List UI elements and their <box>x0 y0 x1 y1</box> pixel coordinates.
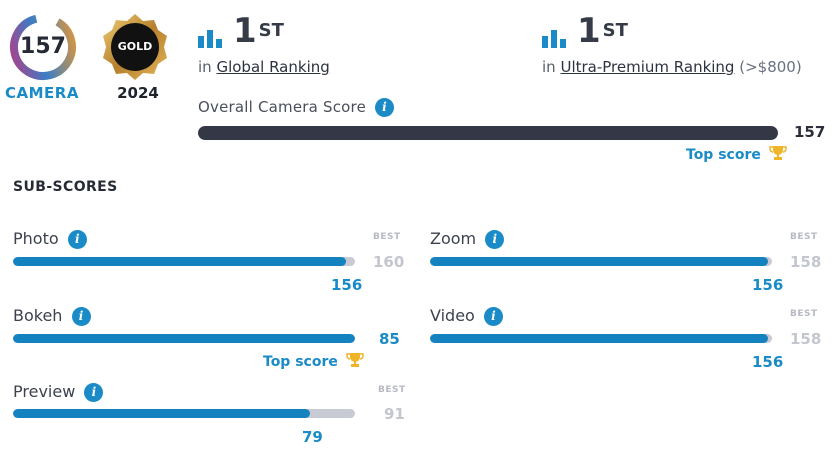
price-note: (>$800) <box>739 58 802 76</box>
ranking-global: 1 ST in Global Ranking <box>198 14 330 76</box>
zoom-best: 158 <box>790 253 822 271</box>
preview-score: 79 <box>302 428 323 446</box>
photo-best: 160 <box>373 253 405 271</box>
ranking-caption: in Ultra-Premium Ranking (>$800) <box>542 58 802 76</box>
overall-score-label: Overall Camera Score i <box>198 98 394 117</box>
best-tag: BEST <box>373 232 401 242</box>
subscore-zoom: Zoom i BEST 158 156 <box>430 229 822 299</box>
zoom-label: Zoom <box>430 229 477 248</box>
bar-chart-icon <box>542 30 566 48</box>
subscore-label: Bokeh i <box>13 306 91 326</box>
bokeh-bar-fill <box>13 334 355 343</box>
info-icon[interactable]: i <box>483 307 503 326</box>
preview-best: 91 <box>384 405 405 423</box>
photo-bar <box>13 257 355 266</box>
trophy-icon <box>345 353 364 367</box>
subscore-video: Video i BEST 158 156 <box>430 306 822 376</box>
video-best: 158 <box>790 330 822 348</box>
rank-number: 1 <box>233 11 257 51</box>
bokeh-label: Bokeh <box>13 306 63 325</box>
score-ring-icon <box>10 14 76 80</box>
subscore-bokeh: Bokeh i 85 Top score <box>13 306 403 376</box>
medal-text: GOLD <box>117 40 153 53</box>
info-icon[interactable]: i <box>84 383 104 402</box>
subscore-label: Zoom i <box>430 229 505 249</box>
gold-medal-icon <box>103 14 167 80</box>
zoom-bar <box>430 257 772 266</box>
info-icon[interactable]: i <box>485 230 505 249</box>
photo-score: 156 <box>331 276 363 294</box>
ultra-premium-ranking-link[interactable]: Ultra-Premium Ranking <box>560 58 735 76</box>
preview-bar-fill <box>13 409 310 418</box>
zoom-bar-fill <box>430 257 768 266</box>
subscore-label: Photo i <box>13 229 87 249</box>
overall-score-value: 157 <box>794 123 826 141</box>
ranking-prefix: in <box>542 58 556 76</box>
photo-bar-fill <box>13 257 347 266</box>
subscore-preview: Preview i BEST 91 79 <box>13 382 406 452</box>
sub-scores-title: SUB-SCORES <box>13 179 118 195</box>
rank-suffix: ST <box>258 20 284 41</box>
overall-score-title: Overall Camera Score <box>198 98 367 116</box>
subscore-label: Video i <box>430 306 503 326</box>
bokeh-bar <box>13 334 355 343</box>
global-ranking-link[interactable]: Global Ranking <box>216 58 330 76</box>
subscore-photo: Photo i BEST 160 156 <box>13 229 405 299</box>
badge-score: 157 <box>20 34 66 59</box>
info-icon[interactable]: i <box>67 230 87 249</box>
rank-suffix: ST <box>602 20 628 41</box>
badge-label: CAMERA <box>5 84 79 102</box>
video-score: 156 <box>752 353 784 371</box>
top-score-label: Top score <box>263 354 338 370</box>
best-tag: BEST <box>790 309 818 319</box>
medal-year: 2024 <box>117 84 159 102</box>
zoom-score: 156 <box>752 276 784 294</box>
photo-label: Photo <box>13 229 59 248</box>
bokeh-top-score: Top score <box>263 352 364 370</box>
preview-label: Preview <box>13 382 76 401</box>
preview-bar <box>13 409 355 418</box>
bokeh-score: 85 <box>379 330 400 348</box>
subscore-label: Preview i <box>13 382 104 402</box>
dxomark-score-badge: 157 <box>8 12 78 82</box>
gold-medal: GOLD <box>100 12 170 82</box>
overall-score-bar <box>198 126 778 140</box>
info-icon[interactable]: i <box>71 307 91 326</box>
video-label: Video <box>430 306 475 325</box>
ranking-caption: in Global Ranking <box>198 58 330 76</box>
ranking-prefix: in <box>198 58 212 76</box>
video-bar <box>430 334 772 343</box>
info-icon[interactable]: i <box>375 98 394 117</box>
trophy-icon <box>768 146 787 160</box>
overall-top-score: Top score <box>686 145 787 163</box>
top-score-label: Top score <box>686 147 761 163</box>
ranking-ultra-premium: 1 ST in Ultra-Premium Ranking (>$800) <box>542 14 802 76</box>
video-bar-fill <box>430 334 768 343</box>
best-tag: BEST <box>790 232 818 242</box>
rank-number: 1 <box>577 11 601 51</box>
best-tag: BEST <box>378 385 406 395</box>
bar-chart-icon <box>198 30 222 48</box>
overall-score-fill <box>198 126 778 140</box>
